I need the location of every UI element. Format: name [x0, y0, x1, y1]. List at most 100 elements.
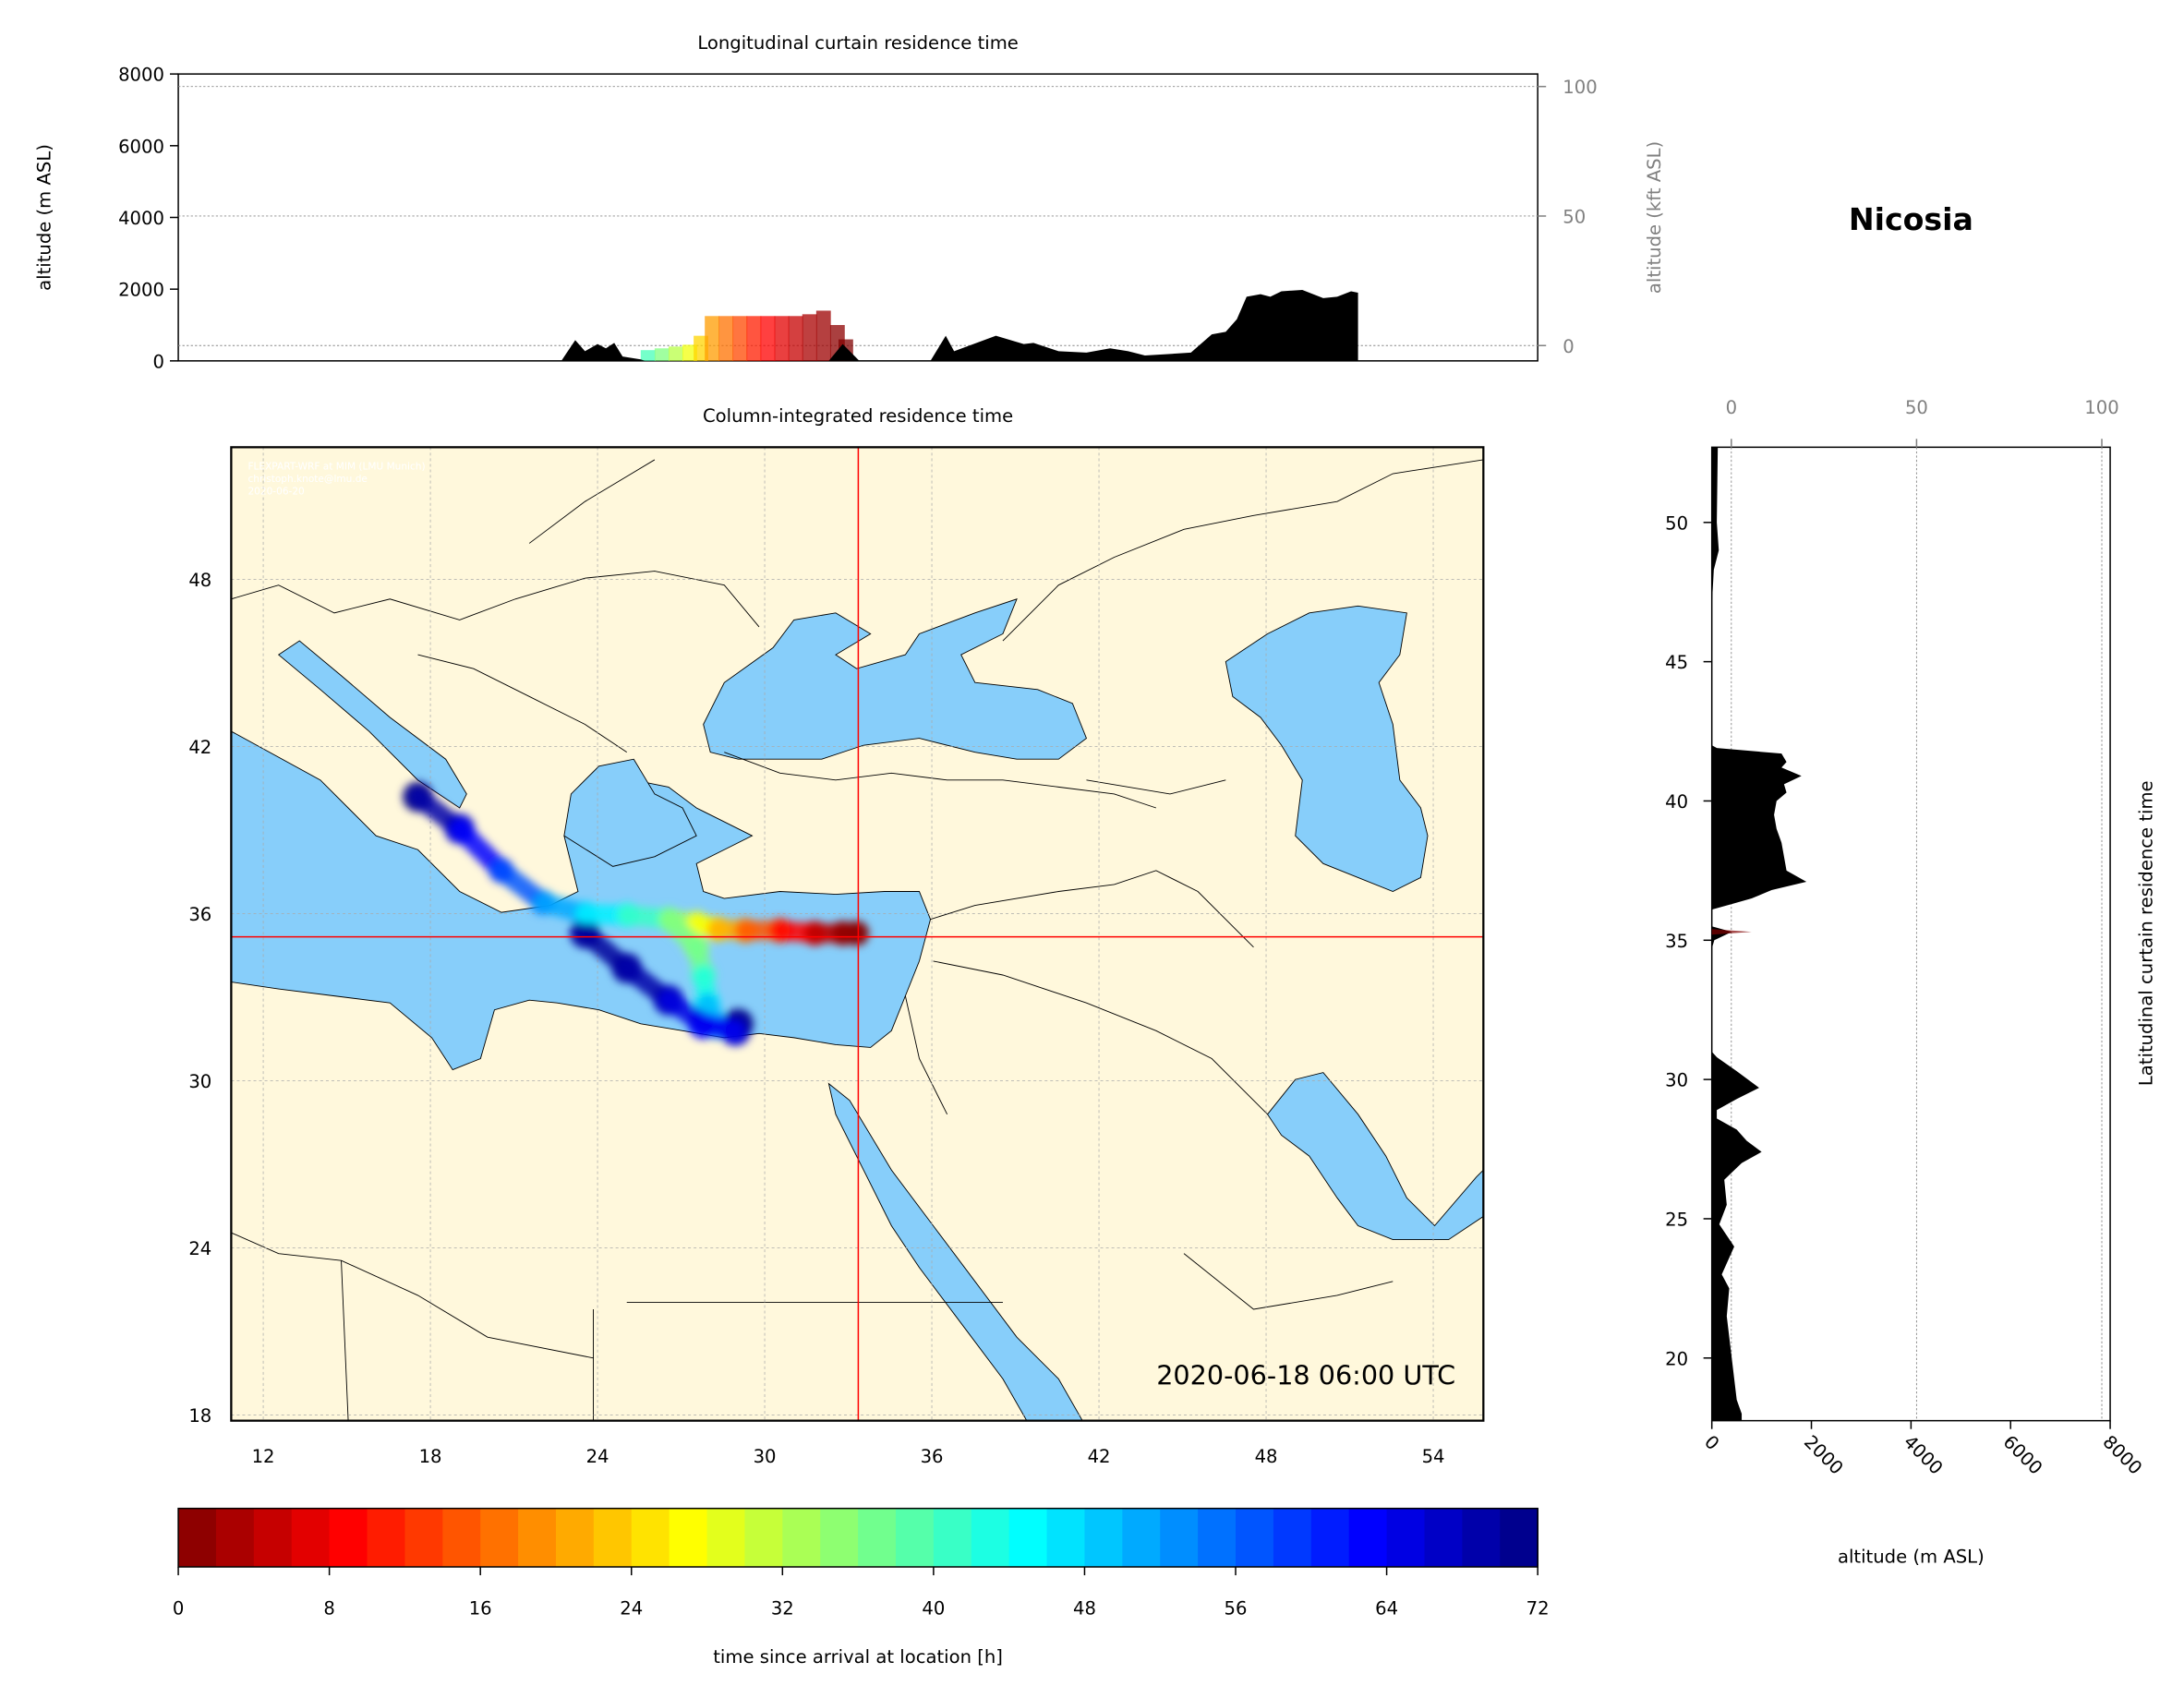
- residence-column: [760, 316, 776, 361]
- colorbar-tick-label: 32: [771, 1597, 794, 1619]
- credit-line: 2020-06-20: [247, 487, 305, 498]
- credit-line: christoph.knote@lmu.de: [247, 474, 367, 485]
- plume-segment: [450, 819, 512, 881]
- colorbar-band: [706, 1508, 746, 1568]
- ytick-label: 8000: [118, 65, 164, 86]
- xtick-label: 8000: [2098, 1431, 2146, 1479]
- plume-segment: [694, 1014, 745, 1041]
- longitudinal-curtain-panel: Longitudinal curtain residence time 0 200…: [33, 32, 1665, 372]
- colorbar-band: [518, 1508, 557, 1568]
- map-xtick-label: 24: [586, 1446, 609, 1467]
- map-xtick-label: 12: [252, 1446, 275, 1467]
- red-sea: [827, 1082, 1083, 1421]
- map-title: Column-integrated residence time: [703, 405, 1013, 427]
- residence-column: [668, 346, 683, 361]
- colorbar-band: [1310, 1508, 1350, 1568]
- timestamp: 2020-06-18 06:00 UTC: [1156, 1359, 1455, 1391]
- ytick-label: 6000: [118, 136, 164, 157]
- colorbar-label: time since arrival at location [h]: [713, 1646, 1003, 1668]
- ytick-label: 45: [1665, 652, 1688, 673]
- map-xtick-label: 48: [1255, 1446, 1278, 1467]
- colorbar-band: [820, 1508, 859, 1568]
- colorbar-band: [555, 1508, 595, 1568]
- colorbar-band: [480, 1508, 519, 1568]
- residence-column: [732, 316, 748, 361]
- colorbar-band: [329, 1508, 368, 1568]
- residence-column: [718, 316, 734, 361]
- map-panel: Column-integrated residence time FLEXPAR…: [188, 405, 1485, 1467]
- map-xtick-label: 54: [1422, 1446, 1445, 1467]
- ytick-label: 2000: [118, 280, 164, 301]
- colorbar-band: [1084, 1508, 1124, 1568]
- residence-column: [815, 310, 831, 361]
- colorbar-band: [1046, 1508, 1086, 1568]
- colorbar-tick-label: 16: [469, 1597, 492, 1619]
- xtick-label: 2000: [1800, 1431, 1848, 1479]
- colorbar-band: [253, 1508, 293, 1568]
- colorbar-band: [404, 1508, 444, 1568]
- ytick-label: 0: [153, 351, 164, 372]
- residence-band: [1711, 929, 1752, 935]
- longitudinal-title: Longitudinal curtain residence time: [697, 32, 1019, 54]
- colorbar-tick-label: 48: [1073, 1597, 1096, 1619]
- colorbar-band: [1273, 1508, 1312, 1568]
- colorbar-band: [1122, 1508, 1161, 1568]
- longitudinal-terrain: [561, 289, 1358, 361]
- colorbar-band: [669, 1508, 708, 1568]
- colorbar-band: [933, 1508, 972, 1568]
- colorbar-band: [1008, 1508, 1048, 1568]
- caspian-sea: [1225, 605, 1429, 892]
- colorbar-band: [631, 1508, 670, 1568]
- ytick-label: 25: [1665, 1209, 1688, 1230]
- map-xtick-label: 42: [1088, 1446, 1111, 1467]
- ytick-label: 35: [1665, 931, 1688, 952]
- credits: FLEXPART-WRF at MIM (LMU Munich) christo…: [247, 461, 425, 497]
- xtick-top-label: 50: [1905, 397, 1928, 418]
- residence-column: [746, 316, 762, 361]
- ytick-label: 30: [1665, 1070, 1688, 1091]
- colorbar-tick-label: 24: [620, 1597, 643, 1619]
- residence-column: [654, 348, 670, 361]
- map-ytick-label: 48: [188, 570, 211, 591]
- location-title: Nicosia: [1849, 201, 1973, 237]
- latitudinal-xlabel: altitude (m ASL): [1838, 1546, 1985, 1567]
- colorbar-band: [593, 1508, 633, 1568]
- colorbar-band: [291, 1508, 331, 1568]
- colorbar-band: [1236, 1508, 1274, 1568]
- ytick-label: 20: [1665, 1348, 1688, 1369]
- mediterranean-sea: [231, 730, 932, 1071]
- residence-column: [682, 344, 697, 361]
- colorbar-band: [971, 1508, 1010, 1568]
- residence-column: [774, 316, 790, 361]
- colorbar-band: [1462, 1508, 1502, 1568]
- colorbar-band: [895, 1508, 935, 1568]
- colorbar-band: [1424, 1508, 1464, 1568]
- longitudinal-ylabel: altitude (m ASL): [33, 144, 54, 291]
- colorbar-band: [744, 1508, 784, 1568]
- colorbar-band: [178, 1508, 217, 1568]
- persian-gulf: [1266, 1072, 1484, 1241]
- colorbar-frame: [177, 1507, 1538, 1568]
- ytick-label: 4000: [118, 208, 164, 229]
- longitudinal-ylabel-right: altitude (kft ASL): [1644, 141, 1665, 294]
- residence-column: [802, 314, 817, 361]
- map-ytick-label: 36: [188, 904, 211, 925]
- colorbar-band: [1348, 1508, 1388, 1568]
- black-sea: [703, 598, 1088, 760]
- residence-column: [788, 316, 803, 361]
- credit-line: FLEXPART-WRF at MIM (LMU Munich): [247, 461, 425, 472]
- residence-column: [694, 335, 708, 361]
- ytick-label: 40: [1665, 791, 1688, 813]
- colorbar-band: [858, 1508, 897, 1568]
- latitudinal-ylabel: Latitudinal curtain residence time: [2135, 780, 2156, 1086]
- colorbar-tick-label: 56: [1225, 1597, 1248, 1619]
- country-borders: [231, 459, 1484, 1421]
- colorbar-tick-label: 8: [323, 1597, 334, 1619]
- ytick-right-label: 100: [1563, 77, 1597, 98]
- map-xtick-label: 30: [754, 1446, 777, 1467]
- colorbar-band: [1160, 1508, 1199, 1568]
- xtick-label: 6000: [1999, 1431, 2047, 1479]
- xtick-top-label: 0: [1726, 397, 1737, 418]
